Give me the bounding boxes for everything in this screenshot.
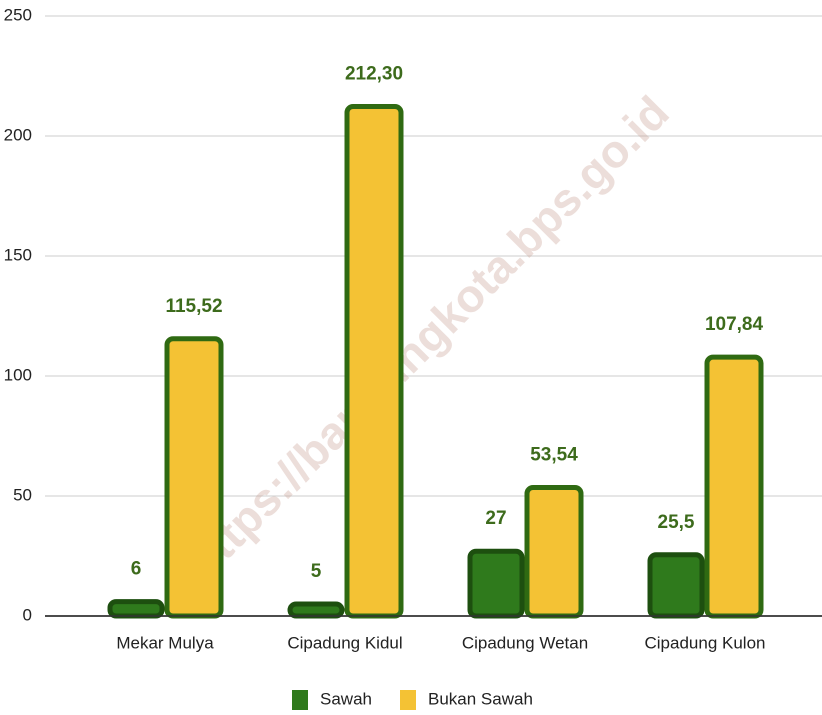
- y-tick-label: 200: [4, 125, 32, 144]
- y-tick-label: 50: [13, 485, 32, 504]
- value-label: 5: [311, 561, 322, 582]
- legend-label: Bukan Sawah: [428, 689, 533, 708]
- watermark: https://bandungkota.bps.go.id: [176, 86, 679, 589]
- value-label: 212,30: [345, 63, 403, 84]
- y-tick-label: 100: [4, 365, 32, 384]
- x-tick-label: Cipadung Wetan: [462, 633, 588, 652]
- bar: [524, 485, 584, 619]
- bar: [344, 103, 404, 619]
- y-tick-label: 0: [23, 605, 32, 624]
- x-tick-label: Cipadung Kulon: [645, 633, 766, 652]
- bar: [704, 354, 764, 619]
- bar: [647, 552, 705, 619]
- value-label: 115,52: [165, 296, 222, 317]
- value-label: 107,84: [705, 314, 764, 335]
- y-tick-label: 150: [4, 245, 32, 264]
- legend-swatch: [400, 690, 416, 710]
- bar: [164, 336, 224, 619]
- legend-swatch: [292, 690, 308, 710]
- y-tick-label: 250: [4, 5, 32, 24]
- bar: [107, 599, 165, 619]
- bar: [287, 601, 345, 619]
- bar: [467, 548, 525, 619]
- value-label: 6: [131, 559, 142, 580]
- x-tick-label: Mekar Mulya: [116, 633, 214, 652]
- legend-label: Sawah: [320, 689, 372, 708]
- x-tick-label: Cipadung Kidul: [287, 633, 402, 652]
- value-label: 25,5: [658, 512, 695, 533]
- value-label: 53,54: [530, 445, 578, 466]
- value-label: 27: [485, 508, 506, 529]
